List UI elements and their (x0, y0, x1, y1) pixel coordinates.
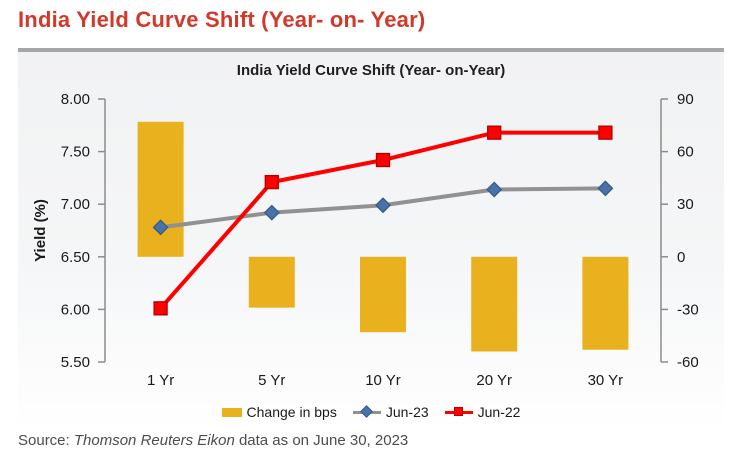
source-name: Thomson Reuters Eikon (73, 432, 235, 449)
chart-plot-area: 8.00 7.50 7.00 6.50 6.00 5.50 90 60 30 0 -30 -60 1 Y… (32, 91, 699, 389)
left-axis-tick-label: 7.00 (61, 196, 90, 213)
x-axis-category-label: 1 Yr (147, 372, 174, 389)
right-axis-tick-label: -30 (677, 301, 699, 318)
marker-diamond-jun-23 (486, 181, 503, 198)
left-axis-title: Yield (%) (32, 199, 49, 262)
marker-square-jun-22 (375, 152, 391, 168)
marker-square-jun-22 (598, 125, 613, 140)
x-axis-category-label: 10 Yr (365, 372, 401, 389)
marker-square-jun-22 (487, 125, 502, 140)
left-axis-tick-label: 6.50 (61, 249, 90, 266)
right-axis-tick-label: 30 (677, 196, 694, 213)
right-axis-tick-label: 0 (677, 249, 685, 266)
x-axis-category-label: 5 Yr (258, 372, 285, 389)
legend-label: Change in bps (246, 404, 337, 420)
x-axis-category-label: 20 Yr (476, 372, 512, 389)
right-axis-tick-label: 90 (677, 91, 694, 108)
bar-change-in-bps (471, 256, 518, 352)
legend-item-change-in-bps: Change in bps (221, 404, 337, 420)
source-note: Source: Thomson Reuters Eikon data as on… (18, 432, 408, 449)
legend-bar-swatch-icon (221, 407, 242, 417)
legend-item-jun-23: Jun-23 (352, 404, 429, 420)
marker-diamond-jun-23 (375, 197, 391, 214)
marker-diamond-jun-23 (597, 180, 614, 197)
page-title: India Yield Curve Shift (Year- on- Year) (18, 7, 426, 32)
legend-line-swatch-icon (444, 406, 473, 418)
legend-label: Jun-22 (477, 404, 521, 420)
left-axis-tick-label: 7.50 (61, 144, 90, 161)
source-prefix: Source: (18, 432, 74, 449)
bar-change-in-bps (360, 256, 406, 333)
marker-square-jun-22 (153, 301, 168, 316)
left-axis-tick-label: 6.00 (61, 301, 90, 318)
marker-square-jun-22 (264, 174, 279, 190)
bar-change-in-bps (582, 256, 629, 350)
right-axis-tick-label: 60 (677, 144, 694, 161)
marker-diamond-jun-23 (152, 219, 169, 236)
chart-legend: Change in bps Jun-23 Jun-22 (18, 404, 724, 420)
legend-line-swatch-icon (352, 405, 381, 418)
legend-item-jun-22: Jun-22 (444, 404, 521, 420)
left-axis-tick-label: 8.00 (61, 91, 90, 108)
x-axis-category-label: 30 Yr (588, 372, 624, 389)
left-axis-tick-label: 5.50 (61, 354, 90, 371)
legend-label: Jun-23 (385, 404, 429, 420)
chart-container: 8.00 7.50 7.00 6.50 6.00 5.50 90 60 30 0 -30 -60 1 Y… (18, 48, 724, 428)
source-suffix: data as on June 30, 2023 (234, 432, 409, 449)
bar-change-in-bps (248, 256, 295, 308)
right-axis-tick-label: -60 (677, 354, 699, 371)
bar-change-in-bps (137, 121, 184, 257)
chart-title: India Yield Curve Shift (Year- on-Year) (236, 62, 506, 79)
marker-diamond-jun-23 (263, 204, 280, 221)
